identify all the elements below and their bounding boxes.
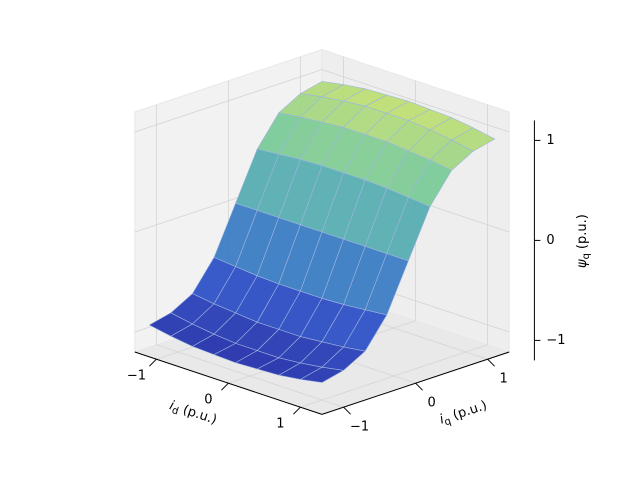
x-label-symbol: i: [168, 398, 176, 414]
surface-patch: [299, 366, 345, 383]
x-tick: [293, 406, 301, 415]
y-tick: [343, 406, 351, 415]
grid-line: [156, 344, 344, 408]
x-tick-label: −1: [127, 369, 146, 384]
x-tick: [221, 382, 229, 391]
x-label-unit: (p.u.): [181, 402, 219, 427]
z-tick-label: 0: [546, 233, 554, 248]
y-tick-label: 1: [499, 372, 507, 387]
y-tick: [487, 358, 495, 367]
x-tick-label: 0: [204, 393, 212, 408]
z-tick-label: 1: [546, 133, 554, 148]
z-label-unit: (p.u.): [575, 214, 590, 249]
grid-line: [134, 69, 323, 133]
grid-line: [321, 69, 510, 133]
y-label-subscript: q: [443, 416, 452, 428]
y-tick: [415, 382, 423, 391]
y-tick-label: 0: [427, 396, 435, 411]
y-label-symbol: i: [438, 412, 446, 428]
z-label-symbol: ψ: [575, 259, 590, 268]
x-label-subscript: d: [170, 405, 179, 417]
y-label-unit: (p.u.): [451, 398, 489, 423]
z-tick-label: −1: [546, 333, 565, 348]
z-label-subscript: q: [581, 253, 592, 259]
x-tick-label: 1: [276, 417, 284, 432]
z-axis-label: ψq (p.u.): [575, 214, 593, 268]
y-axis-label: iq(p.u.): [438, 398, 490, 430]
y-tick-label: −1: [350, 420, 369, 435]
x-tick: [149, 358, 157, 367]
